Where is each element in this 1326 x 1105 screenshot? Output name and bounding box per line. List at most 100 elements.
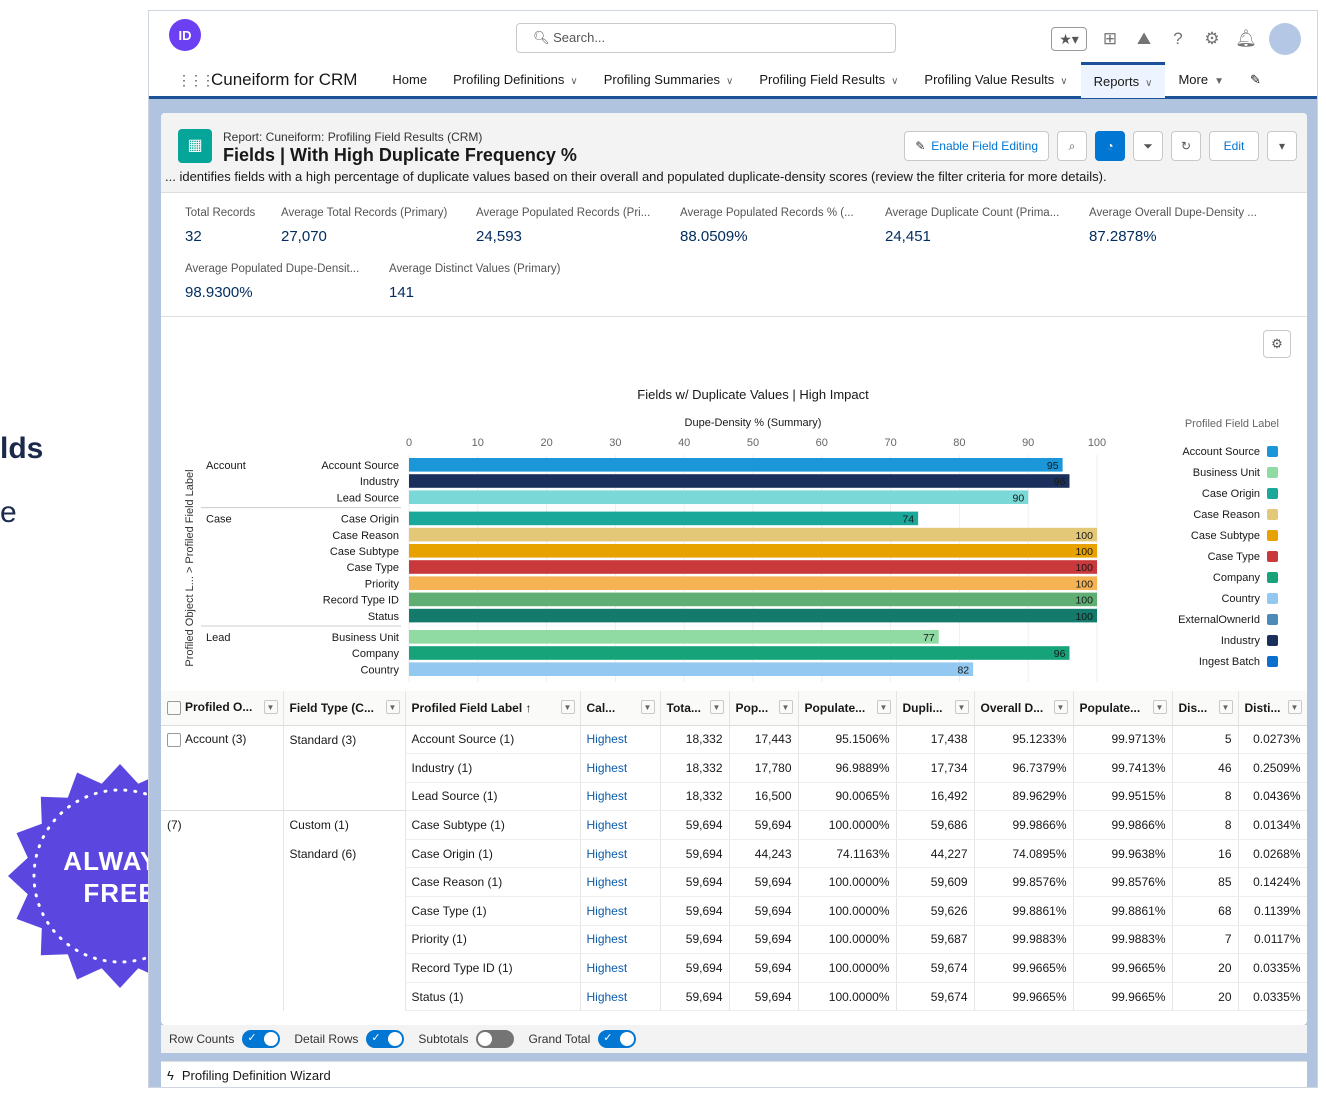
notification-bell-icon[interactable]: 🔔︎: [1235, 29, 1257, 48]
x-tick-label: 80: [953, 437, 965, 449]
column-menu-chevron-icon[interactable]: ▼: [1218, 700, 1233, 714]
chevron-down-icon: ∨: [570, 75, 578, 87]
trailhead-icon[interactable]: ⛰: [1136, 29, 1152, 48]
chart-settings-gear-icon[interactable]: ⚙: [1263, 330, 1291, 358]
nav-item-profiling-definitions[interactable]: Profiling Definitions ∨: [453, 71, 578, 87]
column-menu-chevron-icon[interactable]: ▼: [560, 700, 575, 714]
column-menu-chevron-icon[interactable]: ▼: [954, 700, 969, 714]
column-header[interactable]: Field Type (C... ▼: [283, 691, 406, 726]
nav-item-reports[interactable]: Reports ∨: [1080, 61, 1166, 98]
table-cell: 100.0000%: [798, 982, 897, 1012]
chart-category-label: Industry: [360, 476, 400, 488]
app-logo[interactable]: ID: [169, 19, 201, 51]
x-tick-label: 40: [678, 437, 690, 449]
column-header[interactable]: Pop... ▼: [729, 691, 799, 726]
enable-field-editing-button[interactable]: ✎ Enable Field Editing: [904, 131, 1049, 161]
table-cell: [283, 753, 406, 783]
table-cell: 44,227: [896, 839, 975, 869]
app-launcher-icon[interactable]: ⋮⋮⋮: [177, 71, 215, 88]
chart-group-label: Case: [206, 514, 232, 526]
subtotals-toggle[interactable]: [476, 1030, 515, 1048]
column-menu-chevron-icon[interactable]: ▼: [385, 700, 400, 714]
column-header[interactable]: Tota... ▼: [660, 691, 730, 726]
table-row[interactable]: Record Type ID (1) Highest 59,694 59,694 100…: [161, 953, 1307, 983]
column-header[interactable]: Overall D... ▼: [974, 691, 1074, 726]
utility-bar-wizard[interactable]: ϟ Profiling Definition Wizard: [161, 1061, 1307, 1087]
chart-toggle-button[interactable]: ◔: [1095, 131, 1125, 161]
refresh-icon[interactable]: ↻: [1171, 131, 1201, 161]
table-cell: 59,694: [729, 896, 799, 926]
table-cell: 99.8861%: [974, 896, 1074, 926]
nav-item-profiling-field-results[interactable]: Profiling Field Results ∨: [759, 71, 899, 87]
column-menu-chevron-icon[interactable]: ▼: [1053, 700, 1068, 714]
column-menu-chevron-icon[interactable]: ▼: [1152, 700, 1167, 714]
column-menu-chevron-icon[interactable]: ▼: [709, 700, 724, 714]
table-row[interactable]: Status (1) Highest 59,694 59,694 100.0000% 59…: [161, 982, 1307, 1012]
chart-category-label: Case Origin: [341, 514, 399, 526]
report-title: Fields | With High Duplicate Frequency %: [223, 145, 577, 165]
row-checkbox[interactable]: [167, 732, 181, 747]
global-search-input[interactable]: 🔍︎ Search...: [516, 23, 896, 53]
column-header[interactable]: Populate... ▼: [798, 691, 897, 726]
legend-entry: Case Subtype: [1191, 530, 1260, 542]
table-row[interactable]: (7) Custom (1) Case Subtype (1) Highest 59,6…: [161, 810, 1307, 840]
filter-icon[interactable]: ⏷: [1133, 131, 1163, 161]
column-header[interactable]: Cal... ▼: [580, 691, 661, 726]
chart-bar: [409, 490, 1029, 504]
edit-button[interactable]: Edit: [1209, 131, 1259, 161]
table-cell: 59,694: [729, 810, 799, 840]
nav-item-more[interactable]: More ▼: [1178, 71, 1224, 87]
table-row[interactable]: Standard (6) Case Origin (1) Highest 59,694…: [161, 839, 1307, 869]
setup-gear-icon[interactable]: ⚙: [1204, 29, 1220, 48]
column-header[interactable]: Profiled Field Label ↑ ▼: [405, 691, 581, 726]
column-header[interactable]: Dupli... ▼: [896, 691, 975, 726]
column-header[interactable]: Dis... ▼: [1172, 691, 1239, 726]
pencil-icon: ✎: [915, 139, 926, 153]
legend-swatch: [1267, 446, 1278, 457]
table-cell: Account (3): [161, 725, 284, 754]
table-cell: 8: [1172, 810, 1239, 840]
column-menu-chevron-icon[interactable]: ▼: [1287, 700, 1302, 714]
favorites-star-icon[interactable]: ★▾: [1051, 27, 1087, 51]
user-avatar[interactable]: [1269, 23, 1301, 55]
column-header[interactable]: Populate... ▼: [1073, 691, 1173, 726]
table-row[interactable]: Case Reason (1) Highest 59,694 59,694 100.00…: [161, 867, 1307, 898]
edit-nav-pencil-icon[interactable]: ✎: [1249, 71, 1261, 87]
x-tick-label: 60: [816, 437, 828, 449]
add-icon[interactable]: ⊞: [1102, 29, 1118, 48]
detail-rows-label: Detail Rows: [294, 1032, 359, 1046]
table-row[interactable]: Account (3) Standard (3) Account Source (1…: [161, 725, 1307, 755]
help-icon[interactable]: ?: [1173, 29, 1183, 48]
detail-rows-toggle[interactable]: ✓: [366, 1030, 405, 1048]
table-cell: [283, 953, 406, 983]
table-row[interactable]: Industry (1) Highest 18,332 17,780 96.9889% 1…: [161, 753, 1307, 783]
column-menu-chevron-icon[interactable]: ▼: [876, 700, 891, 714]
table-row[interactable]: Lead Source (1) Highest 18,332 16,500 90.006…: [161, 782, 1307, 812]
app-name: Cuneiform for CRM: [211, 69, 358, 89]
table-row[interactable]: Priority (1) Highest 59,694 59,694 100.0000%…: [161, 925, 1307, 955]
chevron-down-icon: ∨: [1145, 77, 1153, 89]
table-cell: 99.9665%: [974, 982, 1074, 1012]
table-cell: [161, 982, 284, 1011]
legend-swatch: [1267, 509, 1278, 520]
table-row[interactable]: Case Type (1) Highest 59,694 59,694 100.0000…: [161, 896, 1307, 926]
search-report-button[interactable]: ⌕: [1057, 131, 1087, 161]
select-all-checkbox[interactable]: [167, 701, 181, 716]
chart-data-label: 96: [1054, 648, 1066, 660]
row-counts-toggle[interactable]: ✓: [242, 1030, 281, 1048]
nav-item-profiling-summaries[interactable]: Profiling Summaries ∨: [603, 71, 734, 87]
nav-item-home[interactable]: Home: [392, 71, 428, 87]
chart-category-label: Case Subtype: [330, 546, 399, 558]
column-header[interactable]: Profiled O... ▼: [161, 691, 284, 726]
y-axis-title: Profiled Object L... > Profiled Field La…: [184, 469, 196, 666]
column-menu-chevron-icon[interactable]: ▼: [778, 700, 793, 714]
more-actions-chevron-icon[interactable]: ▾: [1267, 131, 1297, 161]
table-cell: Standard (3): [283, 725, 406, 754]
grand-total-toggle[interactable]: ✓: [598, 1030, 637, 1048]
nav-item-profiling-value-results[interactable]: Profiling Value Results ∨: [924, 71, 1068, 87]
table-cell: 16,500: [729, 782, 799, 812]
column-menu-chevron-icon[interactable]: ▼: [263, 700, 278, 714]
column-header[interactable]: Disti... ▼: [1238, 691, 1307, 726]
metric-avg-overall-dupe-density: Average Overall Dupe-Density ... 87.2878%: [1089, 207, 1257, 245]
column-menu-chevron-icon[interactable]: ▼: [640, 700, 655, 714]
